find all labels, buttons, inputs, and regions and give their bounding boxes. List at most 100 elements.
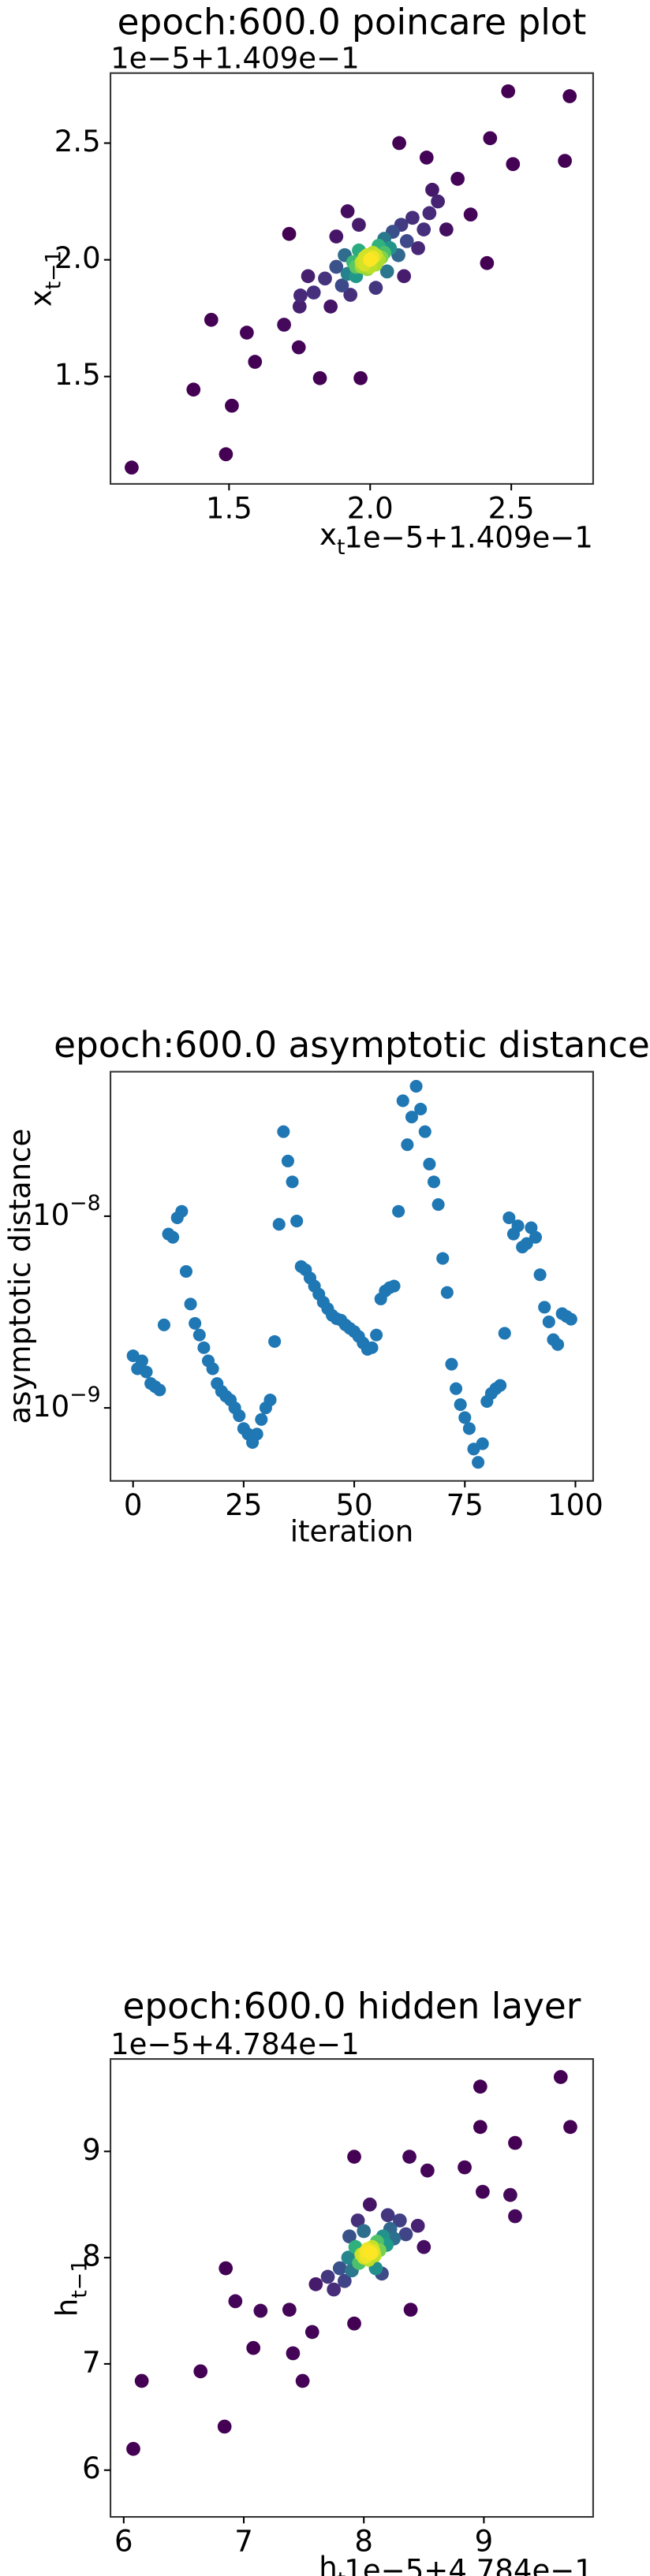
axes-frame [110, 72, 594, 485]
point [292, 299, 307, 314]
point [204, 312, 219, 327]
y-tick-label: 1.5 [54, 358, 101, 392]
point [320, 2269, 335, 2284]
points [125, 84, 577, 475]
point [295, 2373, 310, 2388]
point [353, 370, 368, 385]
label-main: iteration [290, 1514, 414, 1548]
point [347, 2150, 361, 2164]
tick-exponent: −8 [69, 1191, 100, 1215]
point [558, 154, 572, 168]
tick-base: 10 [32, 1390, 69, 1424]
point [368, 281, 383, 296]
point [293, 288, 308, 303]
point [357, 2224, 372, 2239]
point [362, 2245, 377, 2260]
y-tick-label: 10−9 [32, 1383, 101, 1424]
point [405, 210, 420, 225]
point [286, 2346, 301, 2361]
axes-frame [110, 1070, 594, 1482]
point [508, 2135, 522, 2150]
chart-title: epoch:600.0 hidden layer [123, 1986, 581, 2027]
label-sub: t−1 [68, 2259, 92, 2299]
point [436, 1252, 450, 1265]
point [414, 1102, 428, 1116]
points [126, 1080, 577, 1469]
axes-frame [110, 2058, 594, 2518]
point [318, 271, 332, 286]
y-tick-label: 2.0 [54, 241, 101, 275]
point [217, 2419, 232, 2434]
label-main: asymptotic distance [2, 1129, 36, 1424]
point [422, 206, 437, 221]
point [454, 1398, 467, 1411]
point [542, 1315, 555, 1328]
point [301, 269, 316, 284]
point [365, 1341, 379, 1354]
y-tick-label: 10−8 [32, 1191, 101, 1232]
point [418, 1125, 431, 1138]
x-label: iteration [290, 1514, 414, 1548]
point [483, 131, 498, 146]
label-sub: t−1 [42, 250, 66, 289]
x-tick-label: 75 [446, 1488, 484, 1522]
label-sub: t [338, 2568, 346, 2576]
label-main: h [50, 2299, 84, 2317]
point [166, 1230, 180, 1244]
x-tick-label: 8 [354, 2524, 373, 2558]
point [225, 398, 239, 413]
x-tick-label: 2.5 [488, 491, 535, 525]
x-tick-label: 6 [114, 2524, 133, 2558]
point [399, 234, 414, 248]
point [268, 1335, 282, 1348]
x-label: ht [319, 2550, 346, 2576]
point [263, 1393, 277, 1407]
point [350, 2213, 365, 2228]
point [508, 2209, 522, 2224]
point [189, 1316, 202, 1330]
points [126, 2070, 577, 2456]
point [248, 355, 263, 369]
point [370, 1328, 383, 1342]
point [135, 1354, 148, 1368]
point [538, 1301, 551, 1314]
point [306, 285, 321, 300]
point [553, 2070, 568, 2084]
chart-title: epoch:600.0 poincare plot [118, 1, 587, 43]
point [473, 2120, 488, 2135]
point [334, 278, 349, 293]
point [240, 326, 254, 340]
point [228, 2294, 243, 2309]
tick-base: 10 [32, 1197, 69, 1231]
point [277, 318, 291, 332]
x-tick-label: 9 [475, 2524, 494, 2558]
point [410, 2218, 425, 2233]
point [401, 1138, 414, 1152]
point [501, 84, 516, 99]
point [184, 1297, 197, 1311]
point [329, 229, 344, 244]
point [246, 2340, 261, 2355]
point [440, 1286, 454, 1299]
point [409, 1080, 423, 1093]
point [472, 1456, 485, 1469]
point [140, 1365, 153, 1379]
point [562, 89, 577, 103]
point [291, 340, 306, 355]
point [157, 1318, 170, 1331]
x-tick-label: 7 [234, 2524, 253, 2558]
point [253, 2303, 268, 2318]
point [197, 1341, 211, 1354]
point [329, 259, 344, 274]
x-tick-label: 25 [225, 1488, 262, 1522]
point [431, 1198, 445, 1212]
point [520, 1237, 533, 1250]
point [425, 182, 439, 197]
point [153, 1383, 166, 1397]
point [282, 226, 297, 241]
point [417, 2239, 431, 2254]
x-label: xt [319, 517, 345, 560]
point [525, 1221, 538, 1234]
tick-exponent: −9 [69, 1383, 100, 1407]
